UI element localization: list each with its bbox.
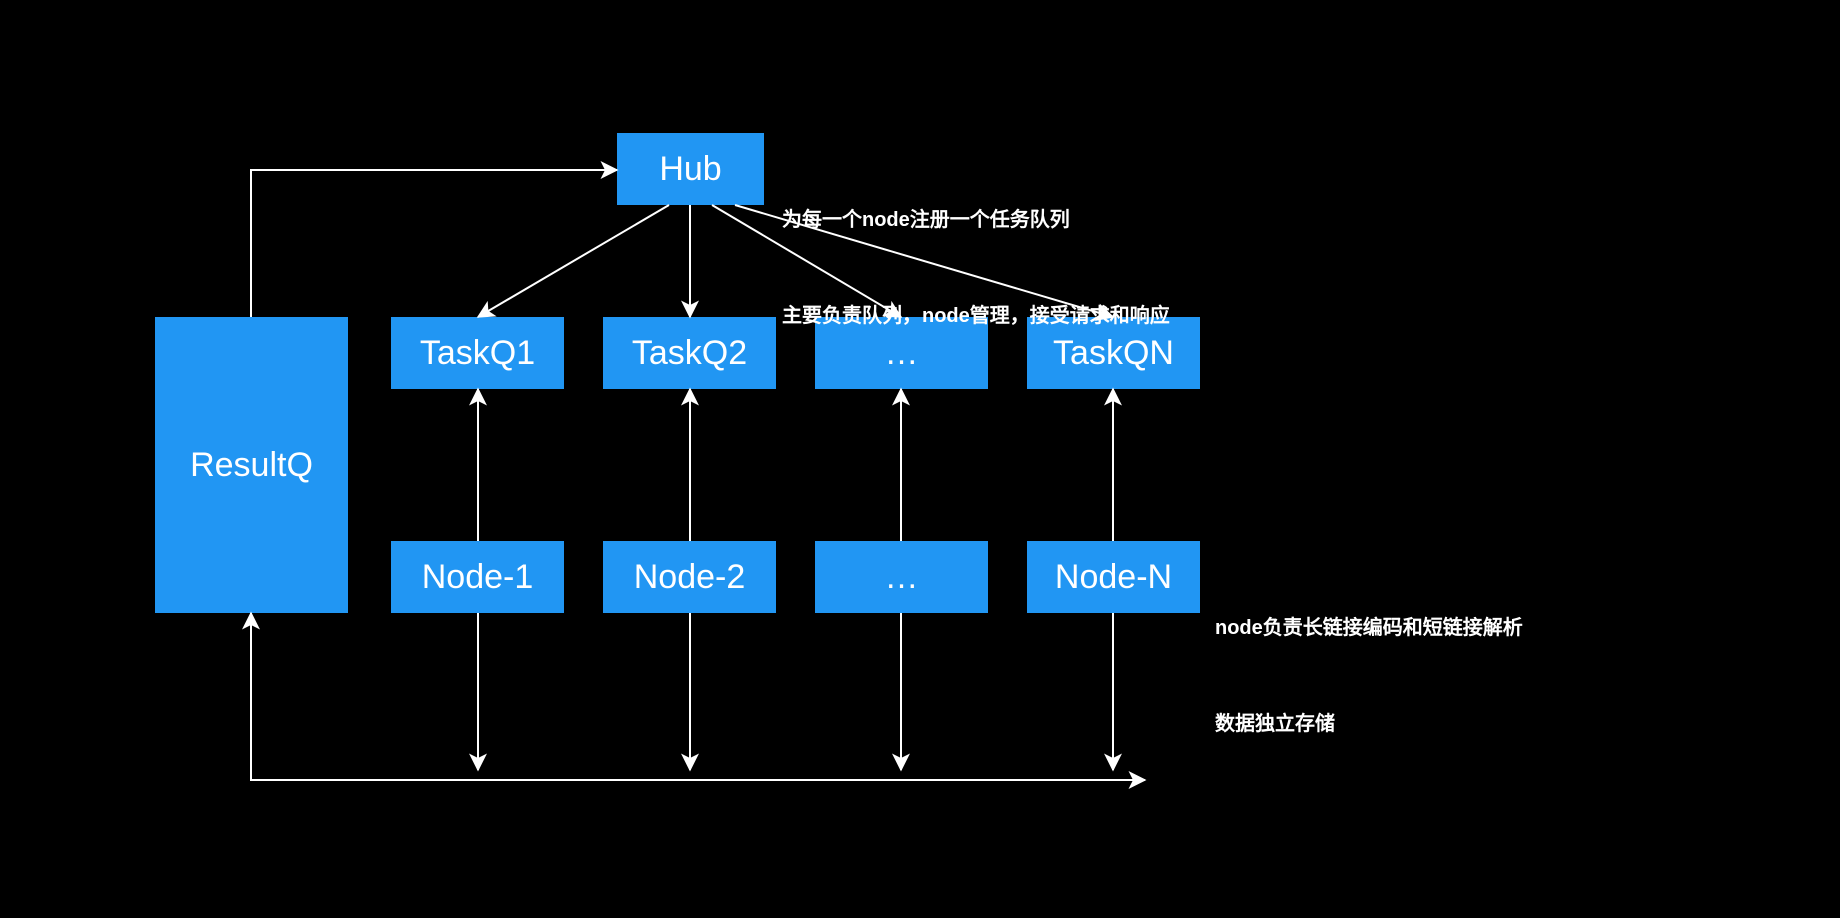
node-annotation-line2: 数据独立存储	[1215, 708, 1523, 740]
taskq2-node: TaskQ2	[603, 317, 776, 389]
hub-label: Hub	[659, 150, 721, 189]
noden-node: Node-N	[1027, 541, 1200, 613]
node1-node: Node-1	[391, 541, 564, 613]
node2-node: Node-2	[603, 541, 776, 613]
resultq-label: ResultQ	[190, 446, 313, 485]
taskq1-label: TaskQ1	[420, 334, 535, 373]
node2-label: Node-2	[634, 558, 746, 597]
node-ellipsis-node: …	[815, 541, 988, 613]
node1-label: Node-1	[422, 558, 534, 597]
hub-annotation-line2: 主要负责队列，node管理，接受请求和响应	[782, 300, 1170, 332]
taskq1-node: TaskQ1	[391, 317, 564, 389]
node-annotation-line1: node负责长链接编码和短链接解析	[1215, 612, 1523, 644]
hub-annotation-line1: 为每一个node注册一个任务队列	[782, 204, 1170, 236]
resultq-node: ResultQ	[155, 317, 348, 613]
taskq2-label: TaskQ2	[632, 334, 747, 373]
node-ellipsis-label: …	[885, 558, 919, 597]
hub-node: Hub	[617, 133, 764, 205]
hub-annotation: 为每一个node注册一个任务队列 主要负责队列，node管理，接受请求和响应	[782, 140, 1170, 364]
noden-label: Node-N	[1055, 558, 1172, 597]
node-annotation: node负责长链接编码和短链接解析 数据独立存储	[1215, 548, 1523, 772]
